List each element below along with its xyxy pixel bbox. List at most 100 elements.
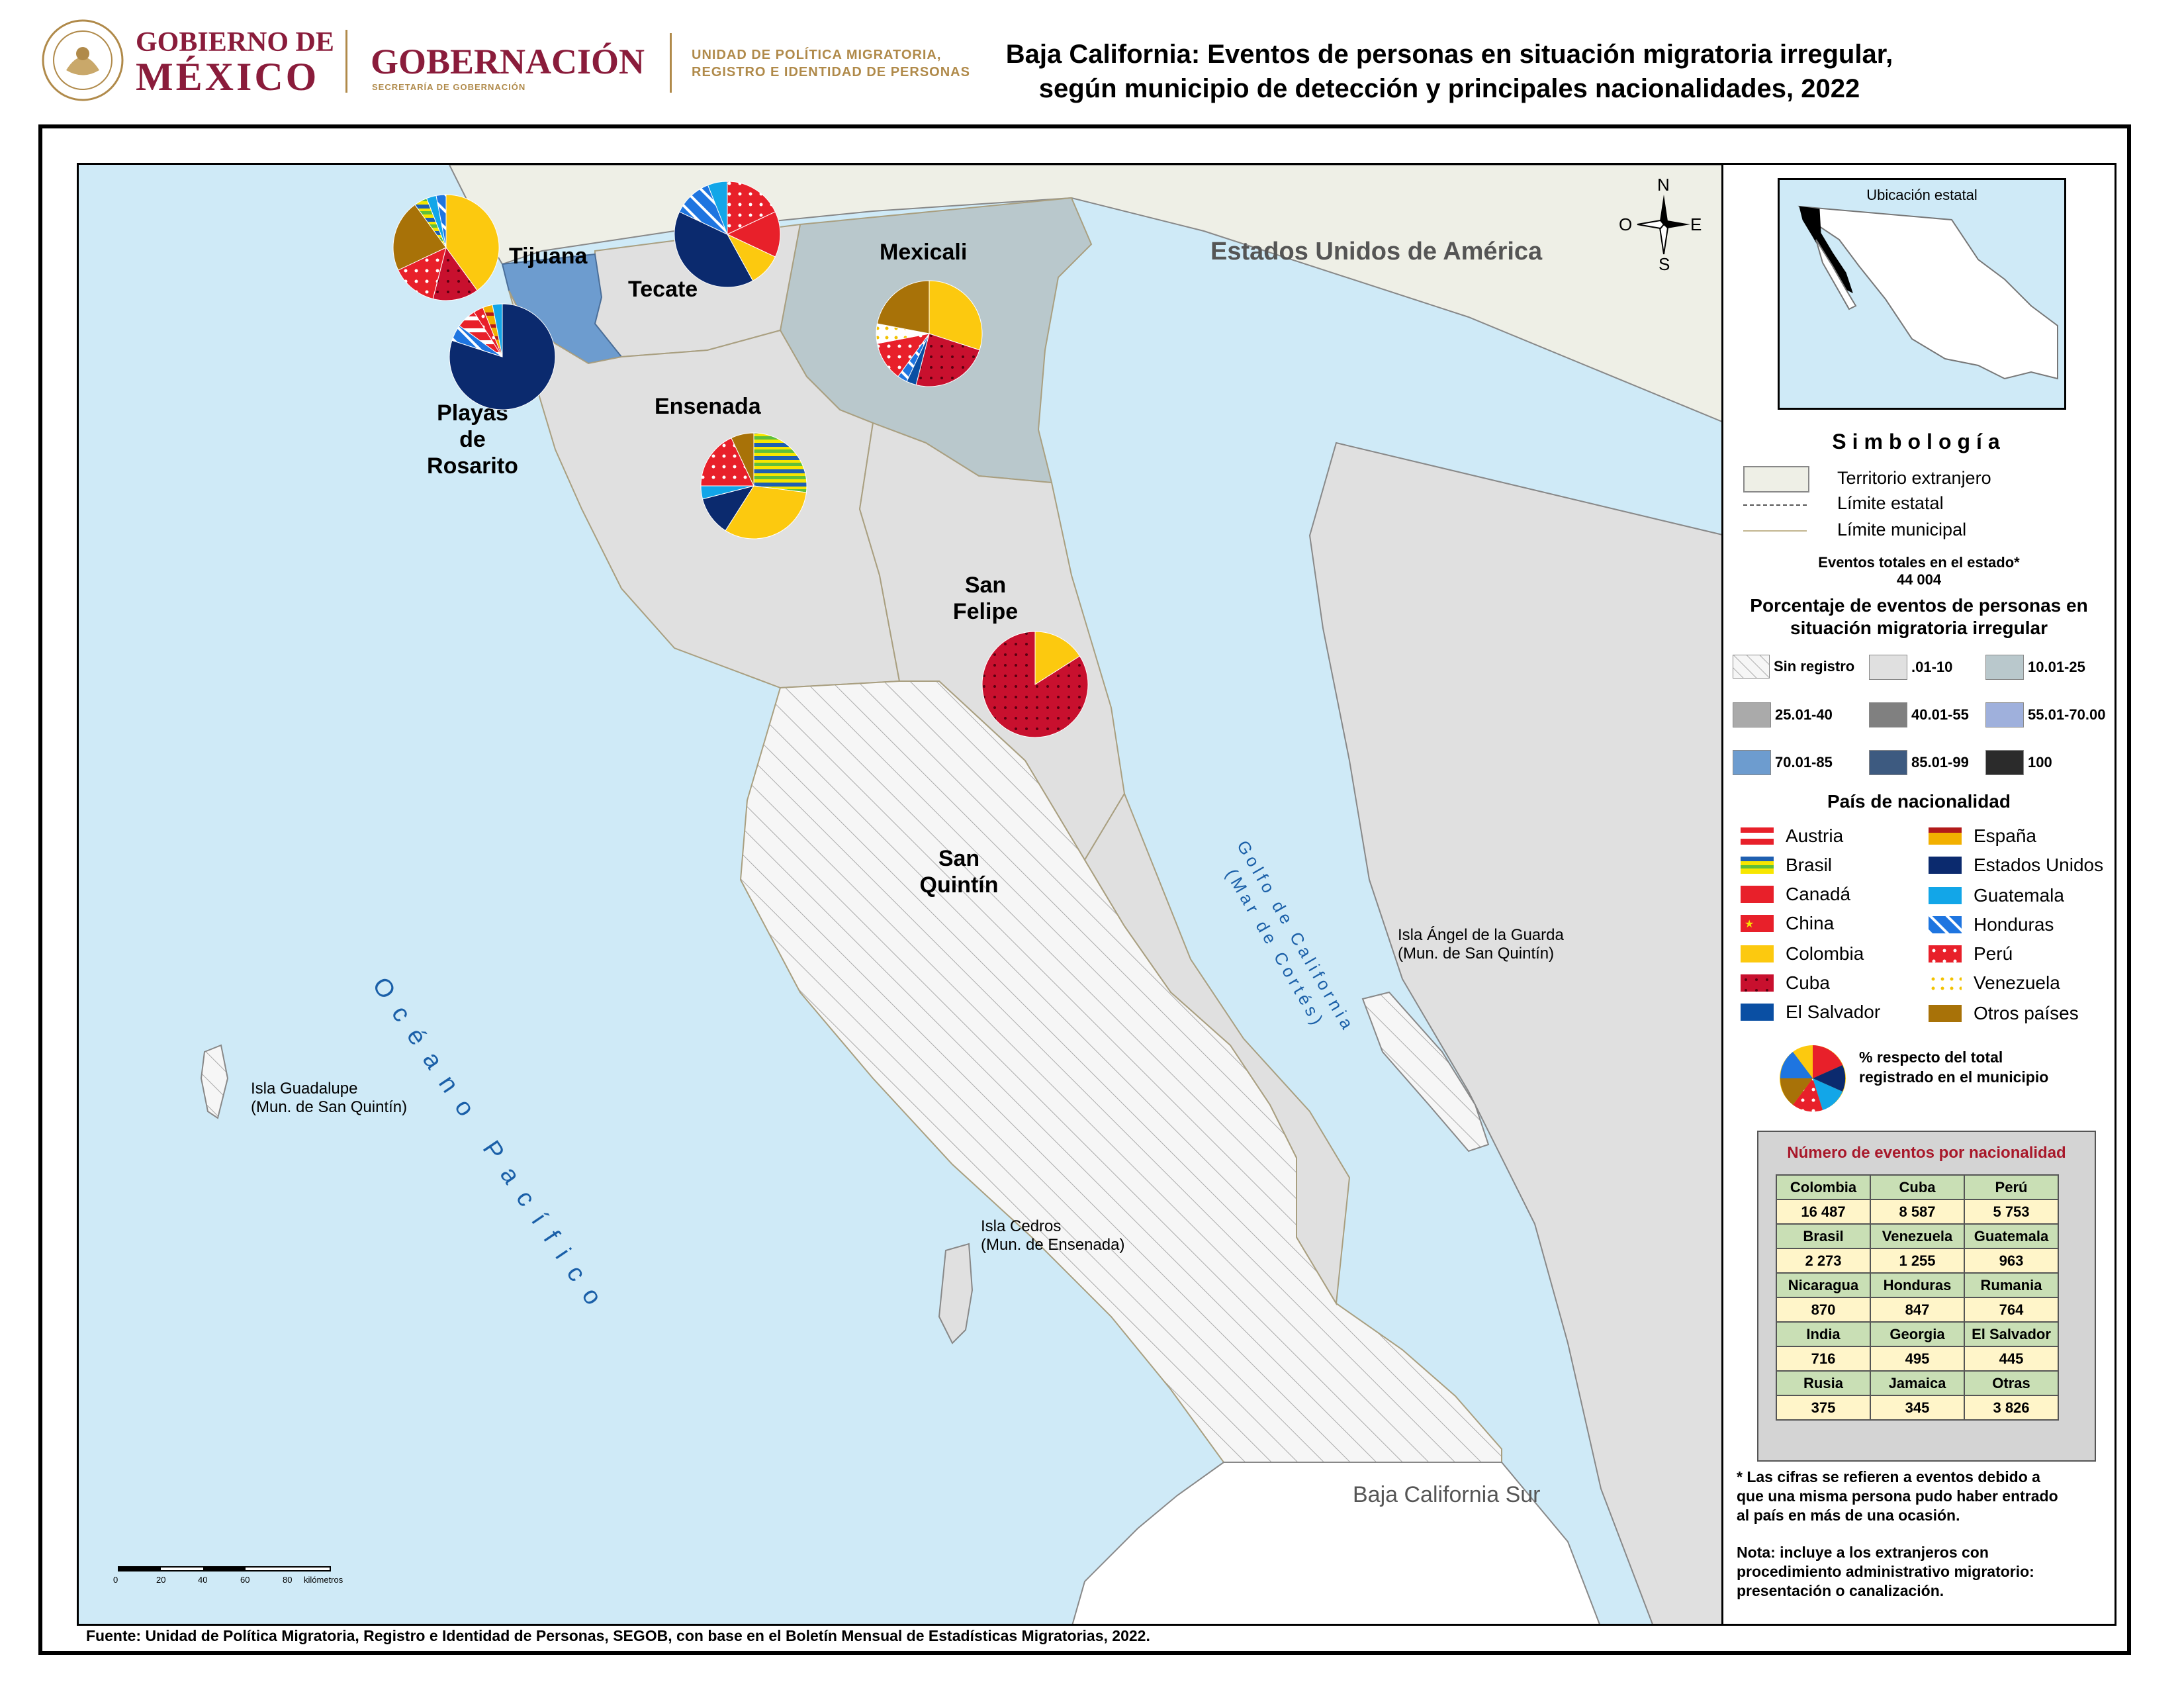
playas-l3: Rosarito <box>427 453 518 479</box>
table-value-row: 375 345 3 826 <box>1776 1395 2059 1421</box>
colombia-swatch-icon <box>1741 945 1774 962</box>
pie-slice <box>492 303 503 357</box>
header: GOBIERNO DE MÉXICO GOBERNACIÓN SECRETARÍ… <box>0 0 2184 119</box>
pie-slice <box>753 432 807 493</box>
pie-slice <box>876 333 931 377</box>
limite-estatal-line <box>1743 504 1807 506</box>
table-nat-value: 2 273 <box>1776 1248 1871 1274</box>
range-label: Sin registro <box>1774 658 1855 675</box>
table-nat-name: Brasil <box>1776 1223 1871 1249</box>
note-l3: presentación o canalización. <box>1737 1582 1944 1599</box>
pie-slice <box>700 437 754 487</box>
range-label: 25.01-40 <box>1775 706 1833 723</box>
pie-ensenada <box>700 432 807 539</box>
el-salvador-swatch-icon <box>1741 1004 1774 1021</box>
range-swatch <box>1733 750 1771 775</box>
range-label: 70.01-85 <box>1775 754 1833 771</box>
table-nat-value: 375 <box>1776 1395 1871 1421</box>
range-001-10: .01-10 <box>1869 655 1952 680</box>
nat-table: Colombia Cuba Perú 16 487 8 587 5 753 Brasil Ve… <box>1776 1174 2059 1421</box>
pie-slice <box>929 280 983 351</box>
map-frame <box>38 124 2131 1655</box>
nat-label: Otros países <box>1974 1003 2079 1023</box>
table-nat-name: Honduras <box>1870 1272 1965 1298</box>
footnote-l1: * Las cifras se refieren a eventos debid… <box>1737 1468 2040 1485</box>
table-header-row: Rusia Jamaica Otras <box>1776 1370 2059 1396</box>
isla-guadalupe-l2: (Mun. de San Quintín) <box>251 1098 408 1116</box>
table-nat-value: 716 <box>1776 1346 1871 1372</box>
map-title: Baja California: Eventos de personas en … <box>887 37 2012 106</box>
range-swatch <box>1985 750 2024 775</box>
range-swatch <box>1869 750 1907 775</box>
pie-slice <box>726 211 781 258</box>
scale-tick-40: 40 <box>198 1575 208 1585</box>
sonora-mainland <box>1308 442 1721 1624</box>
pie-slice <box>392 204 447 271</box>
pie-tijuana <box>392 194 500 301</box>
nat-label: Honduras <box>1974 914 2054 935</box>
nat-label: Canadá <box>1786 884 1851 904</box>
nat-canada: Canadá <box>1741 884 1850 905</box>
pie-slice <box>727 181 776 235</box>
playas-l2: de <box>459 427 486 452</box>
scale-tick-80: 80 <box>283 1575 293 1585</box>
footnote-l2: que una misma persona pudo haber entrado <box>1737 1487 2058 1505</box>
nat-label: Colombia <box>1786 943 1864 964</box>
nat-label: España <box>1974 825 2036 846</box>
nat-venezuela: Venezuela <box>1929 972 2060 994</box>
table-nat-value: 8 587 <box>1870 1199 1965 1225</box>
nat-peru: Perú <box>1929 943 2013 964</box>
nat-label: Austria <box>1786 825 1844 846</box>
san-quintin-l2: Quintín <box>919 872 999 898</box>
table-nat-name: Guatemala <box>1964 1223 2059 1249</box>
range-label: 100 <box>2028 754 2052 771</box>
table-value-row: 716 495 445 <box>1776 1346 2059 1372</box>
nat-table-box: Número de eventos por nacionalidad Colom… <box>1757 1131 2096 1462</box>
venezuela-swatch-icon <box>1929 974 1962 992</box>
isla-cedros-l1: Isla Cedros <box>981 1217 1062 1235</box>
gobernacion-subtitle: SECRETARÍA DE GOBERNACIÓN <box>372 82 526 92</box>
scale-tick-60: 60 <box>240 1575 250 1585</box>
nat-label: Estados Unidos <box>1974 855 2104 875</box>
map-area: 0 20 40 60 80 kilómetros N S E O Estados… <box>77 163 1723 1626</box>
nat-austria: Austria <box>1741 825 1843 847</box>
pie-playas <box>449 303 556 410</box>
range-label: .01-10 <box>1911 659 1953 675</box>
canada-swatch-icon <box>1741 886 1774 903</box>
espana-swatch-icon <box>1929 827 1962 845</box>
table-nat-name: Nicaragua <box>1776 1272 1871 1298</box>
note-l2: procedimiento administrativo migratorio: <box>1737 1563 2034 1580</box>
isla-angel-l1: Isla Ángel de la Guarda <box>1398 926 1564 944</box>
table-nat-name: Rumania <box>1964 1272 2059 1298</box>
unit-line1: UNIDAD DE POLÍTICA MIGRATORIA, <box>692 48 942 62</box>
pie-slice <box>435 194 447 248</box>
cuba-swatch-icon <box>1741 974 1774 992</box>
scale-tick-20: 20 <box>156 1575 166 1585</box>
eventos-total-value: 44 004 <box>1896 571 1942 588</box>
table-nat-name: Cuba <box>1870 1174 1965 1200</box>
range-label: 10.01-25 <box>2028 659 2085 675</box>
pie-note-l2: registrado en el municipio <box>1859 1068 2049 1086</box>
pie-slice <box>445 194 500 291</box>
pie-note-l1: % respecto del total <box>1859 1049 2003 1066</box>
gobernacion-title: GOBERNACIÓN <box>371 42 645 81</box>
estados-unidos-swatch-icon <box>1929 857 1962 874</box>
note: Nota: incluye a los extranjeros con proc… <box>1737 1543 2034 1601</box>
table-nat-value: 963 <box>1964 1248 2059 1274</box>
table-nat-name: Perú <box>1964 1174 2059 1200</box>
san-quintin-east-strip <box>1083 792 1351 1306</box>
title-line1: Baja California: Eventos de personas en … <box>1005 40 1893 69</box>
mexicali-label: Mexicali <box>880 240 968 265</box>
table-value-row: 870 847 764 <box>1776 1297 2059 1323</box>
otros-swatch-icon <box>1929 1005 1962 1022</box>
table-nat-name: Georgia <box>1870 1321 1965 1347</box>
table-nat-value: 847 <box>1870 1297 1965 1323</box>
range-7001-85: 70.01-85 <box>1733 750 1833 775</box>
ensenada-label: Ensenada <box>655 394 761 419</box>
nat-label: Venezuela <box>1974 972 2060 993</box>
table-nat-value: 3 826 <box>1964 1395 2059 1421</box>
table-header-row: India Georgia El Salvador <box>1776 1321 2059 1347</box>
nat-espana: España <box>1929 825 2036 847</box>
isla-guadalupe-label: Isla Guadalupe (Mun. de San Quintín) <box>251 1080 407 1117</box>
svg-text:★: ★ <box>1745 917 1754 930</box>
